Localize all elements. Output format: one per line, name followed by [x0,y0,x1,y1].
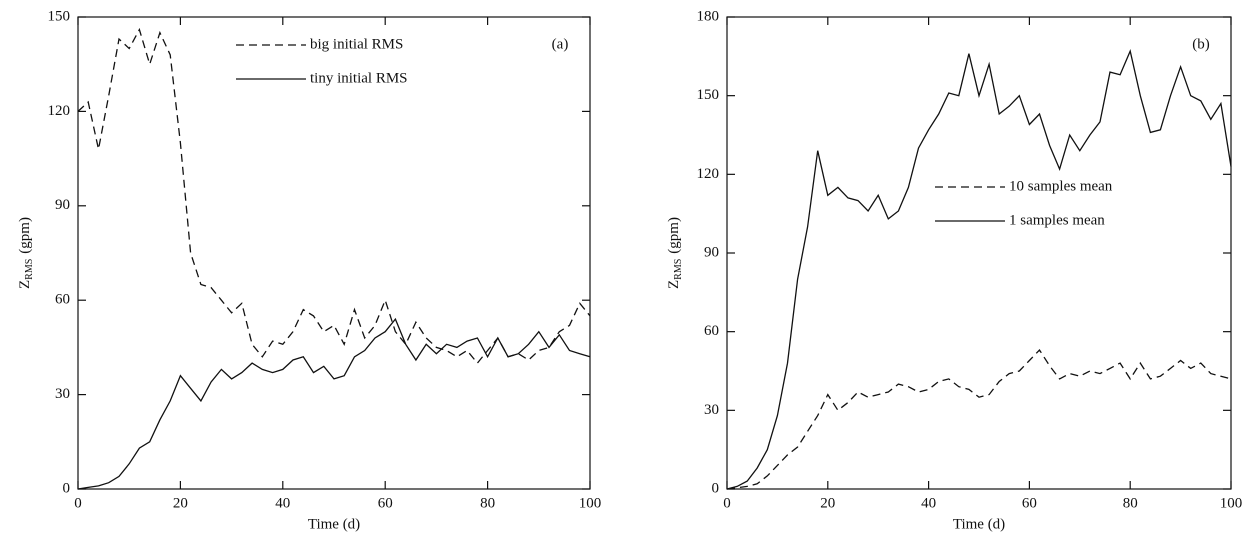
x-tick-label: 100 [579,495,602,511]
y-label-sub: RMS [24,259,35,280]
panel-label: (b) [1192,36,1210,52]
x-axis-label: Time (d) [953,516,1005,532]
plot-frame [77,16,591,490]
x-tick-label: 80 [1123,495,1138,511]
x-tick-label: 40 [275,495,290,511]
y-axis-label: ZRMS (gpm) [17,217,35,289]
y-tick-label: 0 [63,480,71,496]
data-line [726,348,1232,490]
legend-label: 10 samples mean [1009,178,1113,194]
x-tick-label: 20 [820,495,835,511]
y-tick-label: 150 [48,8,71,24]
y-tick-label: 90 [704,244,719,260]
data-line [77,317,591,490]
y-tick-label: 30 [55,386,70,402]
data-line [726,49,1232,490]
y-tick-label: 120 [48,103,71,119]
y-label-unit: (gpm) [17,217,33,254]
y-tick-label: 90 [55,197,70,213]
x-tick-label: 60 [378,495,393,511]
legend-label: big initial RMS [310,36,403,52]
y-label-main: Z [17,280,33,289]
y-axis-label: ZRMS (gpm) [666,217,684,289]
y-tick-label: 30 [704,402,719,418]
y-tick-label: 60 [704,323,719,339]
x-tick-label: 80 [480,495,495,511]
legend-label: 1 samples mean [1009,212,1105,228]
y-label-unit: (gpm) [666,217,682,254]
x-tick-label: 40 [921,495,936,511]
panel-label: (a) [552,36,569,52]
x-tick-label: 100 [1220,495,1243,511]
x-tick-label: 0 [74,495,82,511]
y-tick-label: 120 [697,166,720,182]
y-tick-label: 180 [697,8,720,24]
x-tick-label: 0 [723,495,731,511]
y-label-sub: RMS [673,259,684,280]
legend-label: tiny initial RMS [310,70,408,86]
x-tick-label: 20 [173,495,188,511]
x-tick-label: 60 [1022,495,1037,511]
y-tick-label: 0 [712,480,720,496]
y-label-main: Z [666,280,682,289]
y-tick-label: 60 [55,292,70,308]
x-axis-label: Time (d) [308,516,360,532]
y-tick-label: 150 [697,87,720,103]
